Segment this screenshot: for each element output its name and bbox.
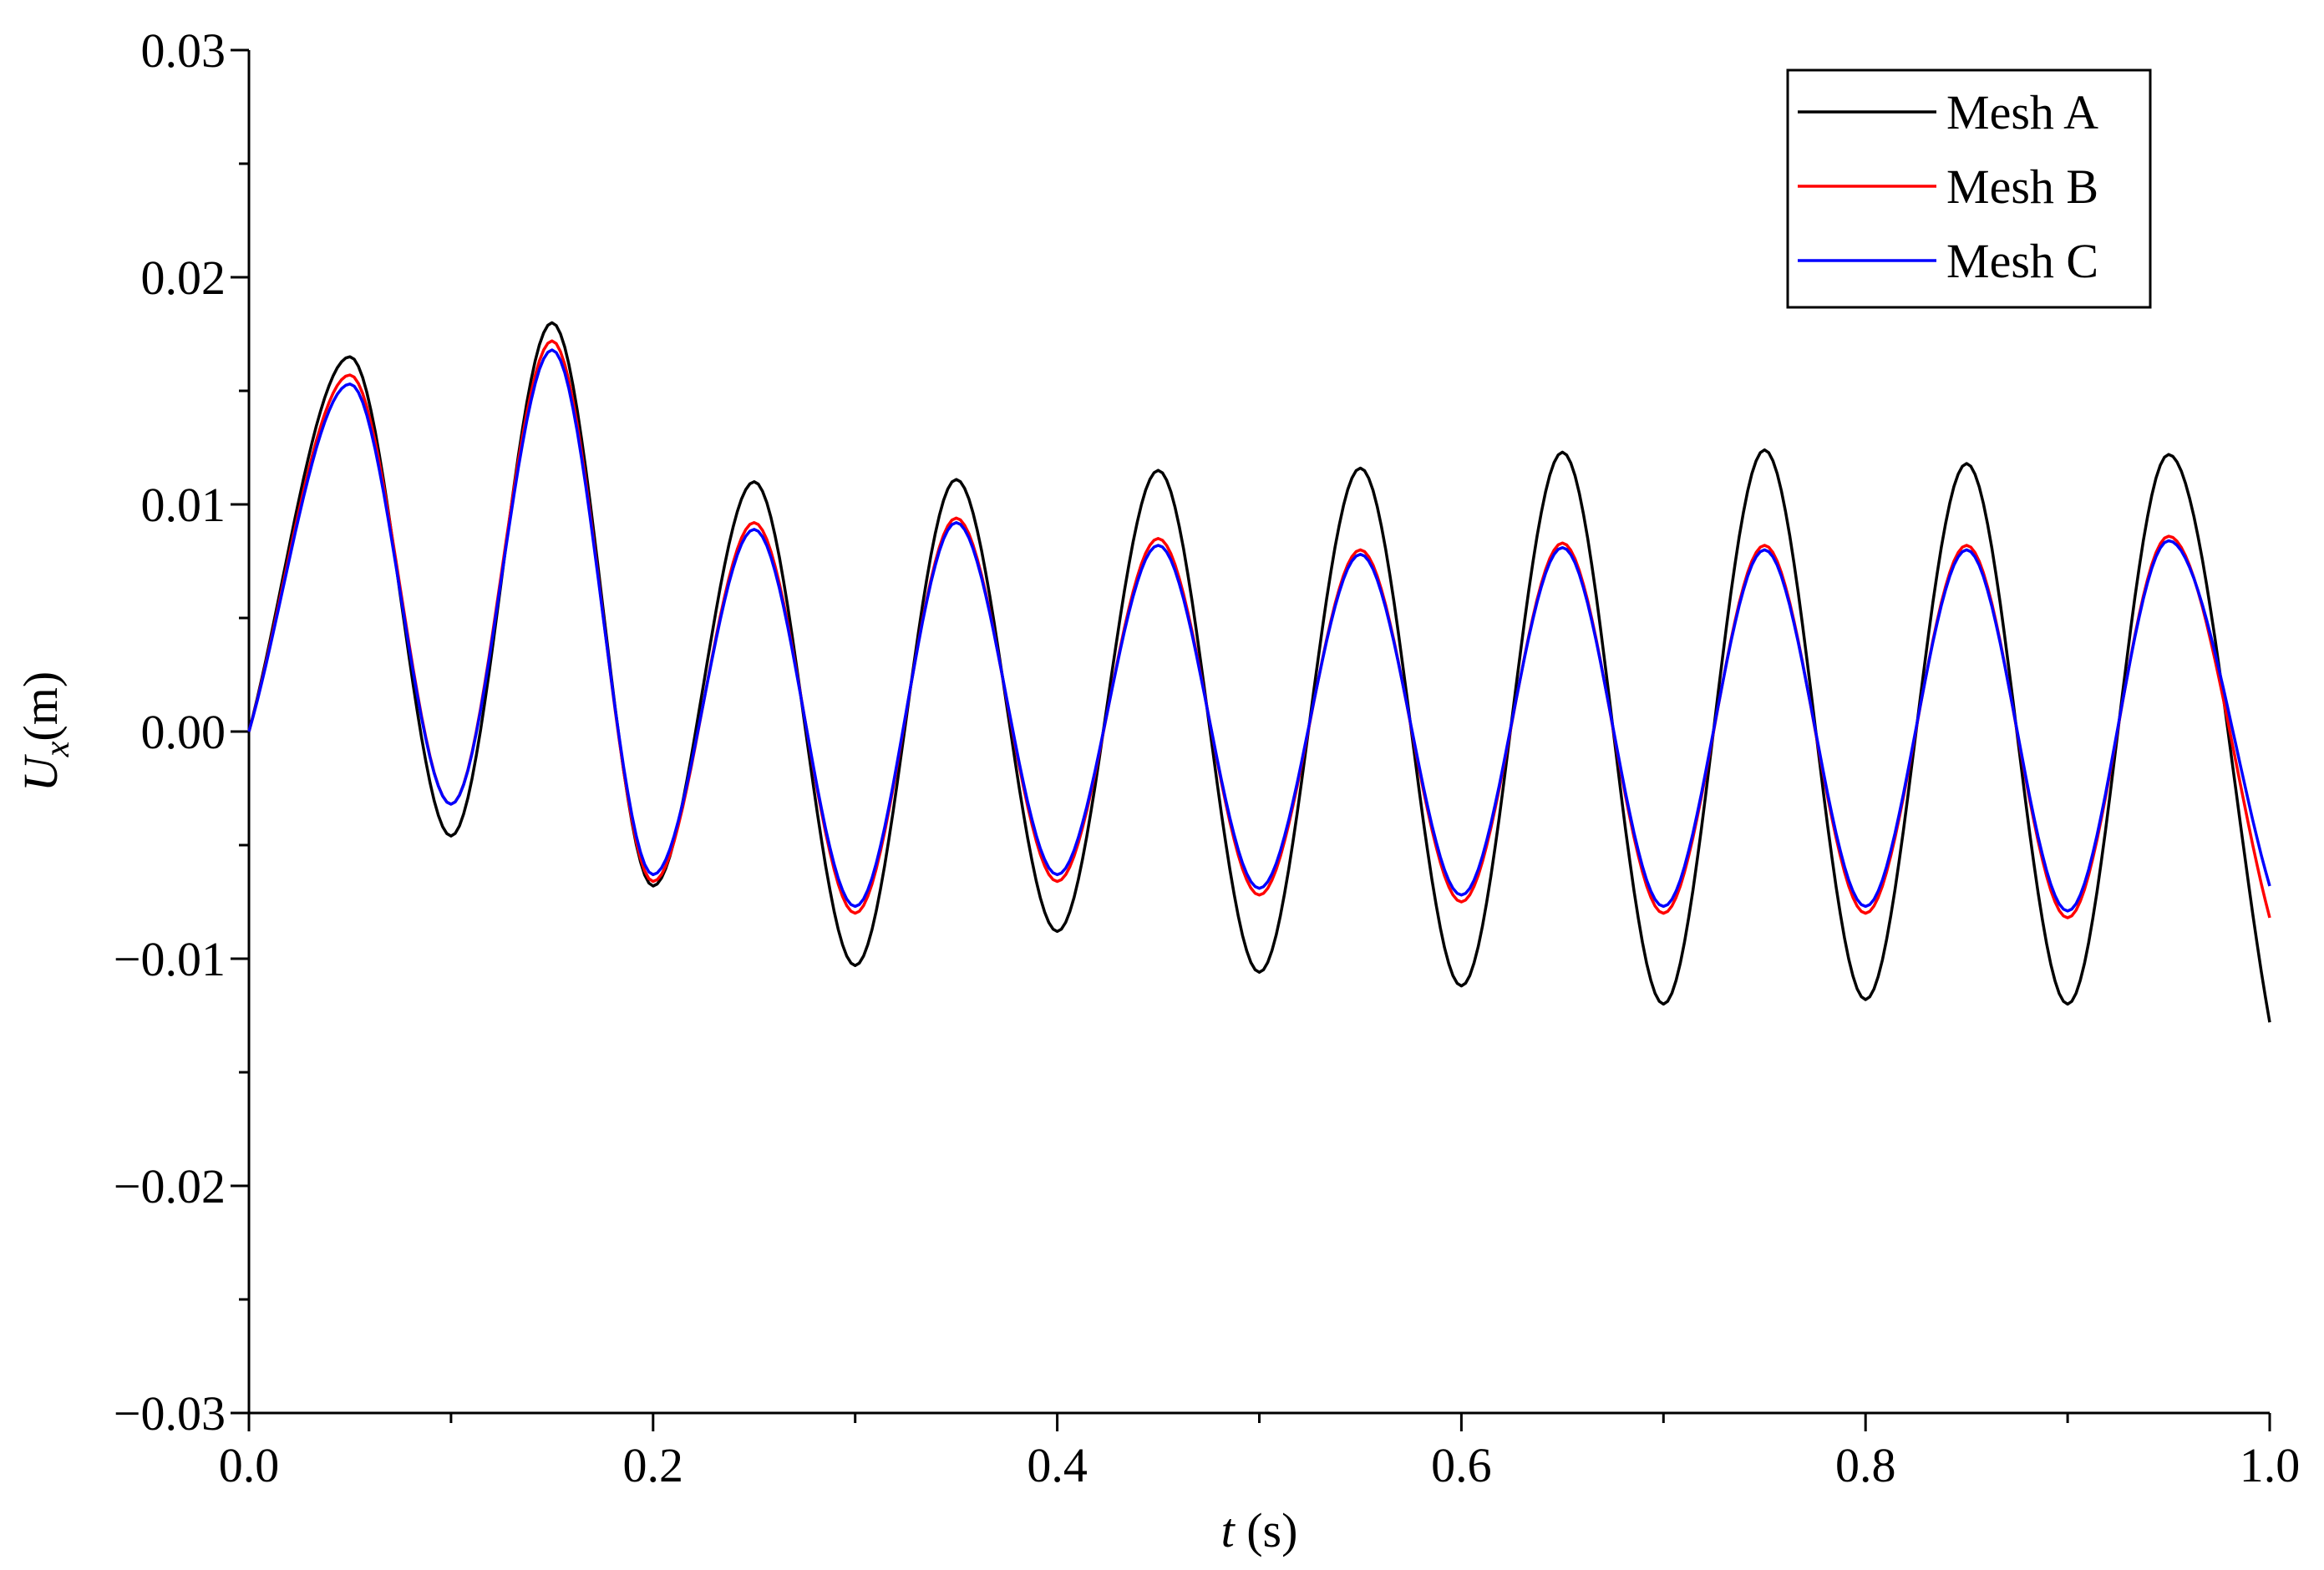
y-tick-label: 0.01 [141,478,226,532]
legend-label-mesh-c: Mesh C [1946,234,2098,288]
x-axis-var: t [1221,1503,1236,1557]
axes: 0.0 0.2 0.4 0.6 0.8 1.0 −0.03 −0.02 −0.01 0.00 0.0… [13,23,2300,1557]
x-axis-title: t (s) [1221,1503,1298,1557]
x-tick-label: 0.2 [623,1438,684,1492]
legend-box [1786,68,2152,309]
x-axis-unit: (s) [1235,1503,1298,1557]
y-tick-label: −0.03 [114,1386,226,1441]
series-layer [247,321,2271,1023]
x-tick-label: 0.0 [219,1438,280,1492]
y-tick-label: 0.03 [141,23,226,78]
y-axis-unit: (m) [13,671,68,742]
y-axis-var: U [13,753,68,792]
x-tick-label: 0.6 [1431,1438,1492,1492]
y-axis-subscript: x [38,741,77,757]
legend: Mesh A Mesh B Mesh C [1786,68,2152,309]
x-tick-label: 1.0 [2240,1438,2301,1492]
y-tick-label: 0.00 [141,705,226,759]
series-line-mesh-c [247,348,2271,913]
x-tick-label: 0.4 [1027,1438,1088,1492]
series-line-mesh-b [247,339,2271,919]
y-tick-label: 0.02 [141,251,226,305]
x-tick-label: 0.8 [1835,1438,1896,1492]
legend-label-mesh-b: Mesh B [1946,160,2098,214]
y-tick-label: −0.02 [114,1159,226,1213]
y-tick-label: −0.01 [114,932,226,986]
series-line-mesh-a [247,321,2271,1023]
legend-label-mesh-a: Mesh A [1946,85,2098,139]
y-axis-title: Ux(m) [13,671,77,792]
